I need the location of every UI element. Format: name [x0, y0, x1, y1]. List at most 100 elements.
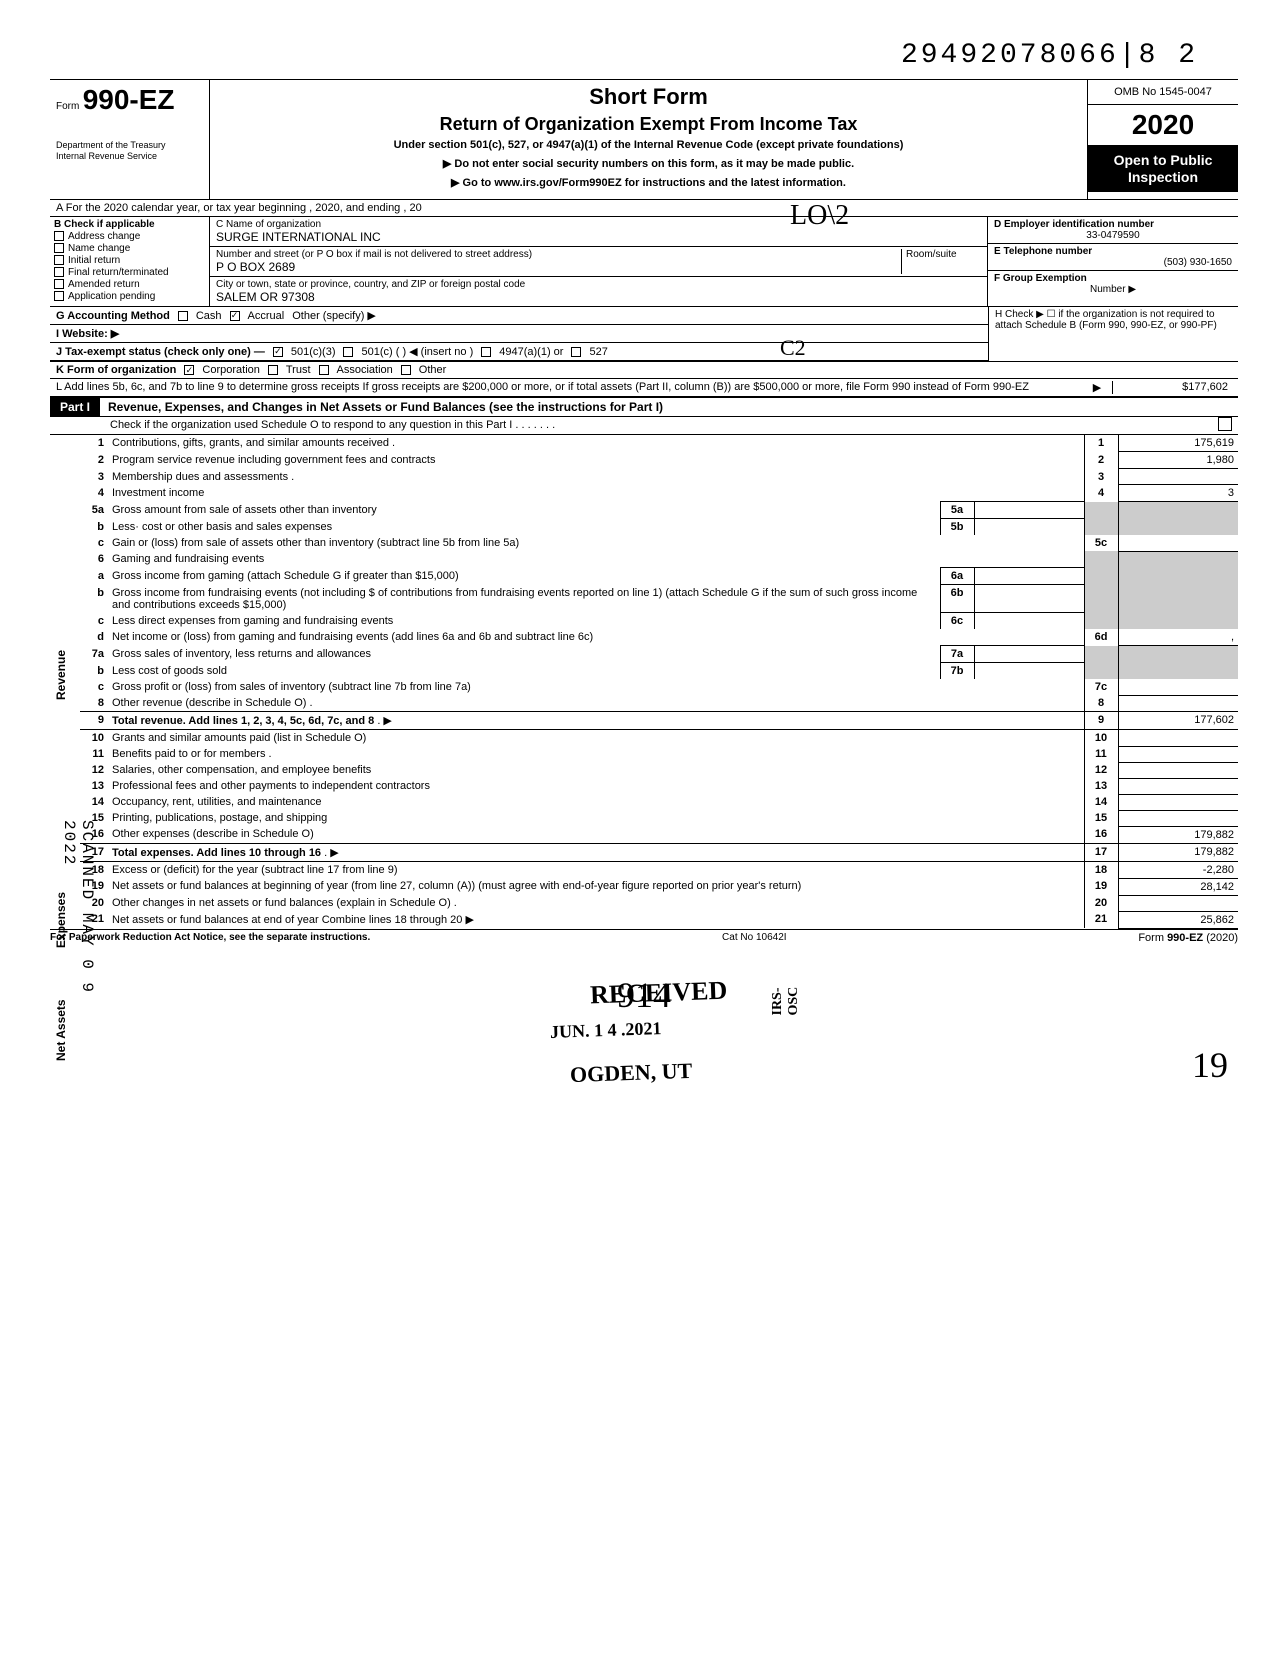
line-7a-shade — [1084, 646, 1118, 663]
line-9-no: 9 — [80, 712, 108, 730]
line-18-val: -2,280 — [1118, 861, 1238, 878]
label-group-exempt: F Group Exemption — [994, 273, 1232, 284]
checkbox-initial-return[interactable] — [54, 255, 64, 265]
line-6-shade-val — [1118, 551, 1238, 568]
label-501c3: 501(c)(3) — [291, 346, 336, 358]
row-l-value: 177,602 — [1188, 381, 1228, 393]
val-phone: (503) 930-1650 — [994, 257, 1232, 268]
label-phone: E Telephone number — [994, 246, 1232, 257]
label-accrual: Accrual — [248, 310, 285, 322]
val-street: P O BOX 2689 — [216, 260, 901, 274]
line-5b-desc: Less· cost or other basis and sales expe… — [108, 519, 940, 536]
line-1-rno: 1 — [1084, 435, 1118, 452]
line-5a-midval — [974, 502, 1084, 519]
row-l-arrow: ▶ — [1082, 381, 1112, 394]
omb-number: OMB No 1545-0047 — [1088, 80, 1238, 105]
row-k: K Form of organization ✓ Corporation Trus… — [50, 362, 1238, 379]
line-5b-midval — [974, 519, 1084, 536]
label-accounting: G Accounting Method — [56, 310, 170, 322]
line-6d-no: d — [80, 629, 108, 646]
label-room: Room/suite — [901, 249, 981, 274]
part-1-title: Revenue, Expenses, and Changes in Net As… — [100, 398, 671, 416]
line-6c-shade-val — [1118, 613, 1238, 630]
line-17-rno: 17 — [1084, 843, 1118, 861]
handwriting-signature: LO\2 — [790, 200, 849, 232]
label-trust: Trust — [286, 364, 311, 376]
line-15-desc: Printing, publications, postage, and shi… — [108, 810, 1084, 826]
part-1-sub: Check if the organization used Schedule … — [50, 417, 1218, 434]
line-2-val: 1,980 — [1118, 452, 1238, 469]
line-12-no: 12 — [80, 762, 108, 778]
line-3-val — [1118, 469, 1238, 485]
line-10-val — [1118, 730, 1238, 747]
label-final-return: Final return/terminated — [68, 267, 169, 278]
label-527: 527 — [589, 346, 607, 358]
line-5c-no: c — [80, 535, 108, 551]
checkbox-trust[interactable] — [268, 365, 278, 375]
label-4947: 4947(a)(1) or — [499, 346, 563, 358]
line-1-val: 175,619 — [1118, 435, 1238, 452]
checkbox-cash[interactable] — [178, 311, 188, 321]
checkbox-corporation[interactable]: ✓ — [184, 365, 194, 375]
handwriting-19: 19 — [1192, 1044, 1228, 1086]
checkbox-address-change[interactable] — [54, 231, 64, 241]
line-10-desc: Grants and similar amounts paid (list in… — [108, 730, 1084, 747]
line-9-desc: Total revenue. Add lines 1, 2, 3, 4, 5c,… — [112, 715, 374, 727]
footer: For Paperwork Reduction Act Notice, see … — [50, 929, 1238, 944]
line-12-desc: Salaries, other compensation, and employ… — [108, 762, 1084, 778]
val-city: SALEM OR 97308 — [216, 290, 981, 304]
line-20-desc: Other changes in net assets or fund bala… — [108, 895, 1084, 911]
handwriting-914: 914 — [50, 974, 1238, 1016]
line-5c-desc: Gain or (loss) from sale of assets other… — [108, 535, 1084, 551]
line-6-shade — [1084, 551, 1118, 568]
checkbox-other-org[interactable] — [401, 365, 411, 375]
line-5c-rno: 5c — [1084, 535, 1118, 551]
checkbox-name-change[interactable] — [54, 243, 64, 253]
line-5b-shade-val — [1118, 519, 1238, 536]
line-19-rno: 19 — [1084, 878, 1118, 895]
checkbox-527[interactable] — [571, 347, 581, 357]
line-7b-shade — [1084, 663, 1118, 680]
checkbox-501c[interactable] — [343, 347, 353, 357]
line-6a-mid: 6a — [940, 568, 974, 585]
checkbox-schedule-o[interactable] — [1218, 417, 1232, 431]
line-7c-no: c — [80, 679, 108, 695]
line-15-val — [1118, 810, 1238, 826]
line-11-no: 11 — [80, 746, 108, 762]
checkbox-app-pending[interactable] — [54, 291, 64, 301]
line-17-val: 179,882 — [1118, 843, 1238, 861]
line-4-val: 3 — [1118, 485, 1238, 502]
instruction-url: ▶ Go to www.irs.gov/Form990EZ for instru… — [218, 176, 1079, 189]
checkbox-amended[interactable] — [54, 279, 64, 289]
line-6c-mid: 6c — [940, 613, 974, 630]
line-6a-desc: Gross income from gaming (attach Schedul… — [108, 568, 940, 585]
line-6b-mid: 6b — [940, 585, 974, 613]
checkbox-4947[interactable] — [481, 347, 491, 357]
checkbox-501c3[interactable]: ✓ — [273, 347, 283, 357]
col-de-ids: D Employer identification number 33-0479… — [988, 217, 1238, 306]
checkbox-final-return[interactable] — [54, 267, 64, 277]
line-5a-no: 5a — [80, 502, 108, 519]
line-7a-mid: 7a — [940, 646, 974, 663]
line-6d-desc: Net income or (loss) from gaming and fun… — [108, 629, 1084, 646]
footer-right: Form 990-EZ (2020) — [1138, 932, 1238, 944]
row-l-dollar: $ — [1182, 381, 1188, 393]
line-1-no: 1 — [80, 435, 108, 452]
handwriting-c2: C2 — [780, 335, 806, 361]
row-j: J Tax-exempt status (check only one) — ✓… — [50, 343, 988, 361]
label-corporation: Corporation — [202, 364, 259, 376]
line-2-rno: 2 — [1084, 452, 1118, 469]
line-9-val: 177,602 — [1118, 712, 1238, 730]
line-12-rno: 12 — [1084, 762, 1118, 778]
checkbox-accrual[interactable]: ✓ — [230, 311, 240, 321]
line-16-desc: Other expenses (describe in Schedule O) — [108, 826, 1084, 843]
line-6d-val: , — [1118, 629, 1238, 646]
line-13-no: 13 — [80, 778, 108, 794]
checkbox-association[interactable] — [319, 365, 329, 375]
line-4-no: 4 — [80, 485, 108, 502]
line-7c-val — [1118, 679, 1238, 695]
label-form-org: K Form of organization — [56, 364, 176, 376]
line-21-rno: 21 — [1084, 911, 1118, 928]
label-cash: Cash — [196, 310, 222, 322]
line-17-desc: Total expenses. Add lines 10 through 16 — [112, 847, 321, 859]
